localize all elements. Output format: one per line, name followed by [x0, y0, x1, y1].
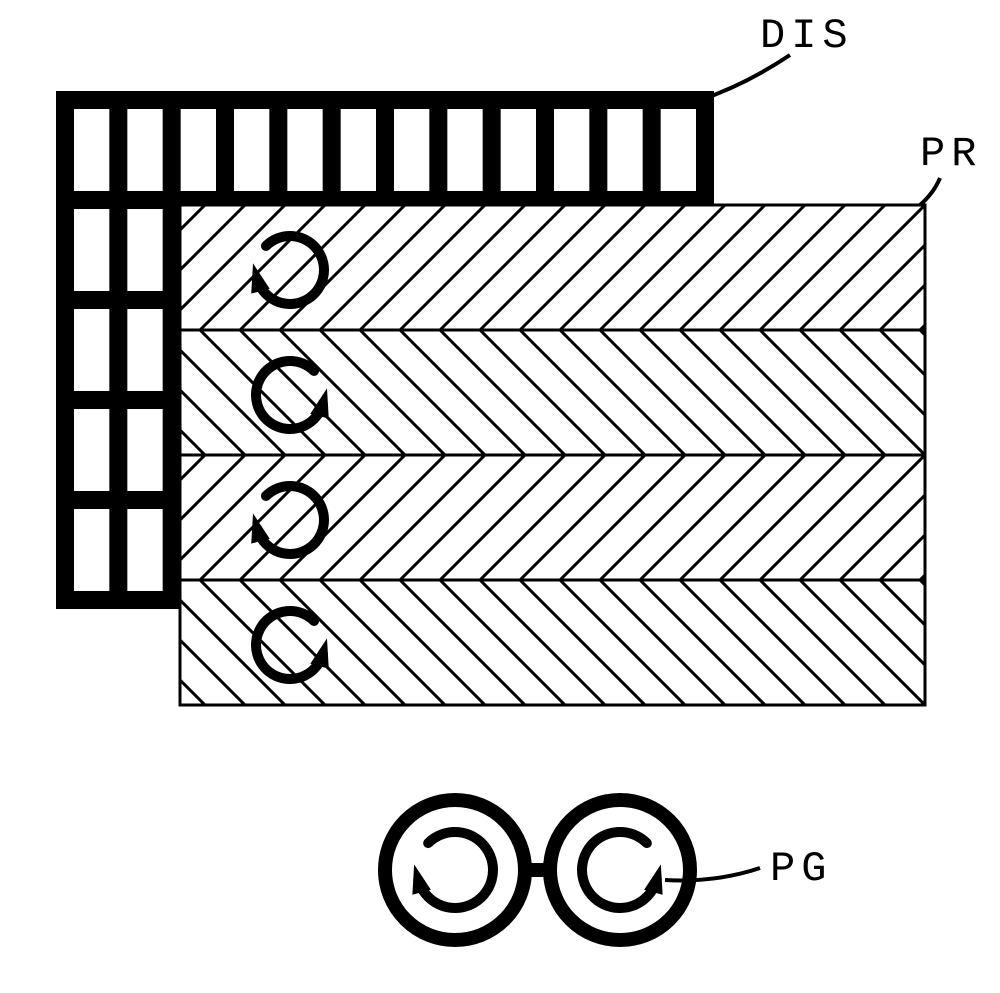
- polarized-glasses-icon: [385, 800, 690, 940]
- diagram-svg: [0, 0, 1000, 993]
